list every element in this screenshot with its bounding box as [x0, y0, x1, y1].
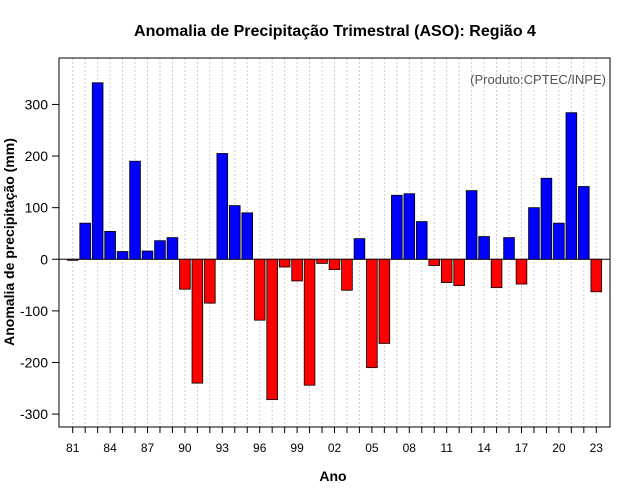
- bar-1991: [191, 258, 204, 384]
- y-tick-label: -300: [20, 406, 48, 422]
- bar-1999: [291, 258, 303, 282]
- bar-2011: [440, 258, 453, 283]
- bar-2010: [428, 258, 440, 266]
- bar-2008: [403, 193, 416, 260]
- bar-2019: [540, 177, 553, 260]
- bar-1992: [204, 258, 216, 304]
- x-tick-label: 87: [141, 441, 155, 455]
- x-tick-label: 81: [66, 441, 80, 455]
- bar-2004: [353, 238, 366, 260]
- x-tick-label: 05: [365, 441, 379, 455]
- bar-2021: [565, 112, 578, 260]
- x-tick-label: 93: [216, 441, 230, 455]
- bar-2001: [316, 258, 328, 264]
- x-tick-label: 84: [103, 441, 117, 455]
- bar-2009: [416, 221, 428, 260]
- x-axis: 81 84 87 90 93 96 99 02 05 08 11 14 17 20 23: [66, 427, 603, 455]
- y-tick-label: 200: [25, 148, 49, 164]
- y-axis-label: Anomalia de precipitação (mm): [1, 138, 17, 346]
- x-tick-label: 08: [403, 441, 417, 455]
- x-tick-label: 20: [552, 441, 566, 455]
- bar-2015: [490, 258, 503, 289]
- y-tick-label: -200: [20, 354, 48, 370]
- bar-1986: [129, 160, 141, 260]
- bar-2002: [328, 258, 341, 270]
- x-tick-label: 23: [590, 441, 604, 455]
- bar-2017: [515, 258, 528, 285]
- bar-1998: [278, 258, 291, 268]
- bar-2003: [341, 258, 353, 291]
- bar-2020: [553, 222, 565, 260]
- y-tick-label: -100: [20, 303, 48, 319]
- bar-1982: [79, 222, 91, 260]
- bar-1995: [241, 212, 253, 260]
- bar-2016: [503, 237, 515, 260]
- bar-2022: [578, 186, 590, 260]
- y-tick-label: 0: [40, 251, 48, 267]
- bar-1993: [216, 153, 229, 260]
- bar-2006: [378, 258, 391, 344]
- bar-1990: [179, 258, 191, 290]
- bar-1989: [166, 237, 179, 260]
- x-tick-label: 17: [515, 441, 529, 455]
- bar-2000: [303, 258, 316, 386]
- bar-2014: [478, 236, 490, 260]
- x-tick-label: 02: [328, 441, 342, 455]
- bar-1983: [91, 82, 104, 260]
- x-axis-label: Ano: [319, 468, 346, 484]
- bar-1988: [154, 240, 166, 260]
- bar-1987: [141, 250, 154, 260]
- bar-2023: [590, 258, 603, 293]
- grid-lines: [72, 58, 597, 427]
- bar-1985: [116, 251, 129, 260]
- bar-2012: [453, 258, 465, 286]
- bar-2018: [528, 207, 540, 260]
- bar-1984: [104, 231, 116, 260]
- bar-1994: [229, 205, 241, 260]
- y-tick-label: 100: [25, 200, 49, 216]
- y-axis: -300 -200 -100 0 100 200 300: [20, 96, 59, 422]
- chart-title: Anomalia de Precipitação Trimestral (ASO…: [134, 23, 536, 40]
- x-tick-label: 96: [253, 441, 267, 455]
- bars-group: [66, 82, 603, 401]
- bar-2007: [391, 194, 403, 260]
- product-annotation: (Produto:CPTEC/INPE): [470, 72, 606, 87]
- x-tick-label: 11: [440, 441, 453, 455]
- bar-1981: [66, 258, 79, 261]
- x-tick-label: 90: [178, 441, 192, 455]
- y-tick-label: 300: [25, 96, 49, 112]
- x-tick-label: 14: [477, 441, 491, 455]
- bar-2005: [366, 258, 378, 369]
- bar-1997: [266, 258, 278, 401]
- bar-2013: [465, 190, 478, 260]
- x-tick-label: 99: [290, 441, 304, 455]
- bar-1996: [253, 258, 266, 321]
